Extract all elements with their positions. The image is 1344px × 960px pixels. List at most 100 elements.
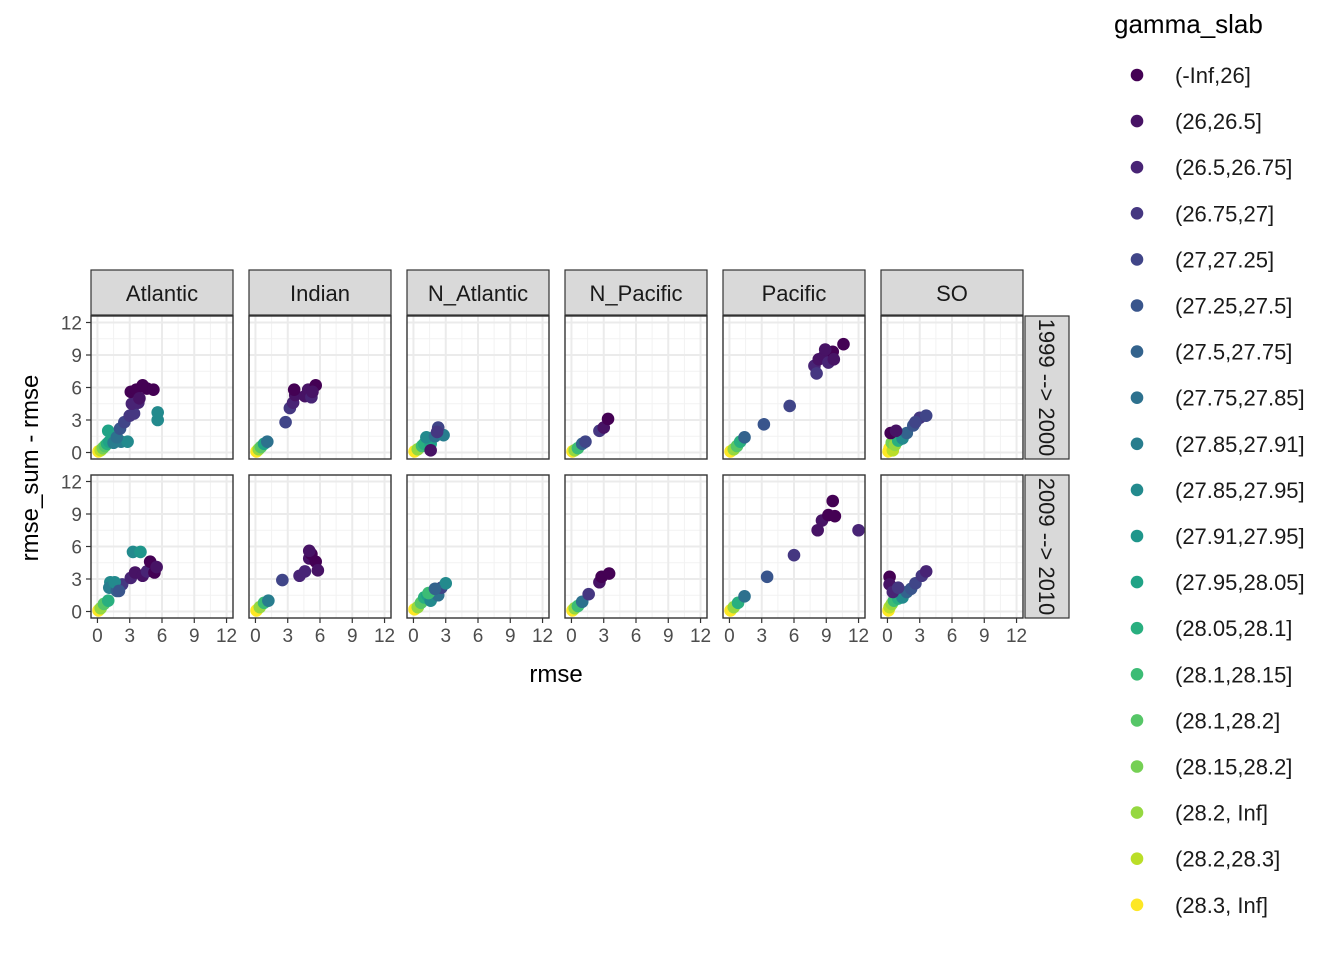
- data-point: [302, 544, 316, 558]
- facet-strip-pacific: [722, 269, 866, 316]
- panel-n_pacific-row0: [564, 315, 708, 460]
- x-tick-label: 9: [821, 626, 832, 647]
- data-point: [150, 560, 163, 574]
- x-tick-label: 3: [440, 626, 451, 647]
- facet-strip-so: [880, 269, 1024, 316]
- panel-pacific-row1: [722, 474, 866, 619]
- data-point: [602, 567, 616, 580]
- panel-atlantic-row0: [90, 315, 234, 460]
- data-point: [852, 523, 865, 537]
- legend-key: [1130, 160, 1144, 174]
- facet-label-n_pacific: N_Pacific: [590, 281, 683, 306]
- facet-label-so: SO: [936, 281, 968, 306]
- facet-strip-n_pacific: [564, 269, 708, 316]
- legend-key: [1130, 483, 1144, 497]
- x-tick-label: 6: [789, 626, 800, 647]
- panels-layer: Atlantic Indian N_Atlantic N_Pacific Pacific…: [61, 269, 1070, 647]
- panel-so-row0: [880, 315, 1024, 460]
- data-point: [121, 435, 134, 448]
- data-point: [262, 594, 275, 607]
- row-label-1: 2009 --> 2010: [1034, 478, 1059, 616]
- data-point: [738, 590, 751, 603]
- x-tick-label: 3: [282, 626, 293, 647]
- y-tick-label: 9: [71, 346, 82, 367]
- data-point: [827, 353, 841, 366]
- legend-key: [1130, 898, 1144, 912]
- data-point: [582, 587, 595, 601]
- x-tick-label: 0: [882, 626, 893, 647]
- data-point: [810, 367, 823, 380]
- legend-key: [1130, 391, 1144, 405]
- legend-label: (27.5,27.75]: [1175, 340, 1292, 365]
- legend-key: [1130, 437, 1144, 451]
- facet-label-pacific: Pacific: [762, 281, 827, 306]
- legend-label: (26,26.5]: [1175, 109, 1262, 134]
- panel-border: [406, 315, 550, 460]
- data-point: [579, 435, 592, 448]
- legend-label: (27.25,27.5]: [1175, 294, 1292, 319]
- legend-title: gamma_slab: [1114, 9, 1263, 39]
- row-strip-1: [1024, 474, 1070, 619]
- data-point: [757, 418, 771, 431]
- x-tick-label: 3: [598, 626, 609, 647]
- facet-strip-indian: [248, 269, 392, 316]
- legend-label: (28.15,28.2]: [1175, 755, 1292, 780]
- legend-label: (28.2, Inf]: [1175, 801, 1268, 826]
- legend-key: [1130, 529, 1144, 543]
- facet-strip-n_atlantic: [406, 269, 550, 316]
- x-tick-label: 12: [690, 626, 711, 647]
- panel-atlantic-row1: [90, 474, 234, 619]
- legend-key: [1130, 760, 1144, 773]
- legend-key: [1130, 299, 1144, 312]
- row-strip-0: [1024, 315, 1070, 460]
- data-point: [430, 425, 444, 439]
- legend-key: [1130, 68, 1144, 82]
- panel-border: [564, 315, 708, 460]
- panel-n_pacific-row1: [564, 474, 708, 619]
- legend-label: (26.75,27]: [1175, 201, 1274, 226]
- data-point: [783, 399, 796, 413]
- panel-indian-row0: [248, 315, 392, 460]
- data-point: [276, 573, 289, 587]
- legend-label: (27.85,27.95]: [1175, 478, 1305, 503]
- y-tick-label: 6: [71, 538, 82, 559]
- legend-label: (27.91,27.95]: [1175, 524, 1305, 549]
- x-tick-label: 0: [250, 626, 261, 647]
- data-point: [826, 494, 840, 508]
- x-tick-label: 6: [631, 626, 642, 647]
- legend-key: [1130, 114, 1144, 128]
- x-tick-label: 0: [92, 626, 103, 647]
- panel-pacific-row0: [722, 315, 866, 460]
- data-point: [424, 444, 437, 457]
- y-tick-label: 12: [61, 473, 82, 494]
- panel-border: [880, 315, 1024, 460]
- data-point: [260, 435, 274, 448]
- panel-border: [248, 315, 392, 460]
- data-point: [909, 415, 922, 429]
- panel-n_atlantic-row0: [406, 315, 550, 460]
- data-point: [828, 509, 842, 523]
- x-tick-label: 9: [979, 626, 990, 647]
- data-point: [891, 581, 905, 594]
- data-point: [919, 409, 933, 422]
- y-tick-label: 12: [61, 314, 82, 335]
- legend-label: (28.05,28.1]: [1175, 616, 1292, 641]
- data-point: [738, 431, 751, 444]
- x-tick-label: 6: [947, 626, 958, 647]
- y-tick-label: 3: [71, 411, 82, 432]
- legend-key: [1130, 714, 1144, 727]
- data-point: [439, 577, 453, 590]
- y-tick-label: 0: [71, 444, 82, 465]
- x-tick-label: 3: [914, 626, 925, 647]
- data-point: [298, 565, 312, 578]
- x-tick-label: 3: [756, 626, 767, 647]
- facet-label-n_atlantic: N_Atlantic: [428, 281, 528, 306]
- x-tick-label: 12: [532, 626, 553, 647]
- x-tick-label: 3: [124, 626, 135, 647]
- data-point: [134, 545, 147, 559]
- facet-label-indian: Indian: [290, 281, 350, 306]
- data-point: [279, 415, 292, 429]
- data-point: [112, 584, 126, 598]
- x-tick-label: 0: [408, 626, 419, 647]
- data-point: [919, 565, 933, 578]
